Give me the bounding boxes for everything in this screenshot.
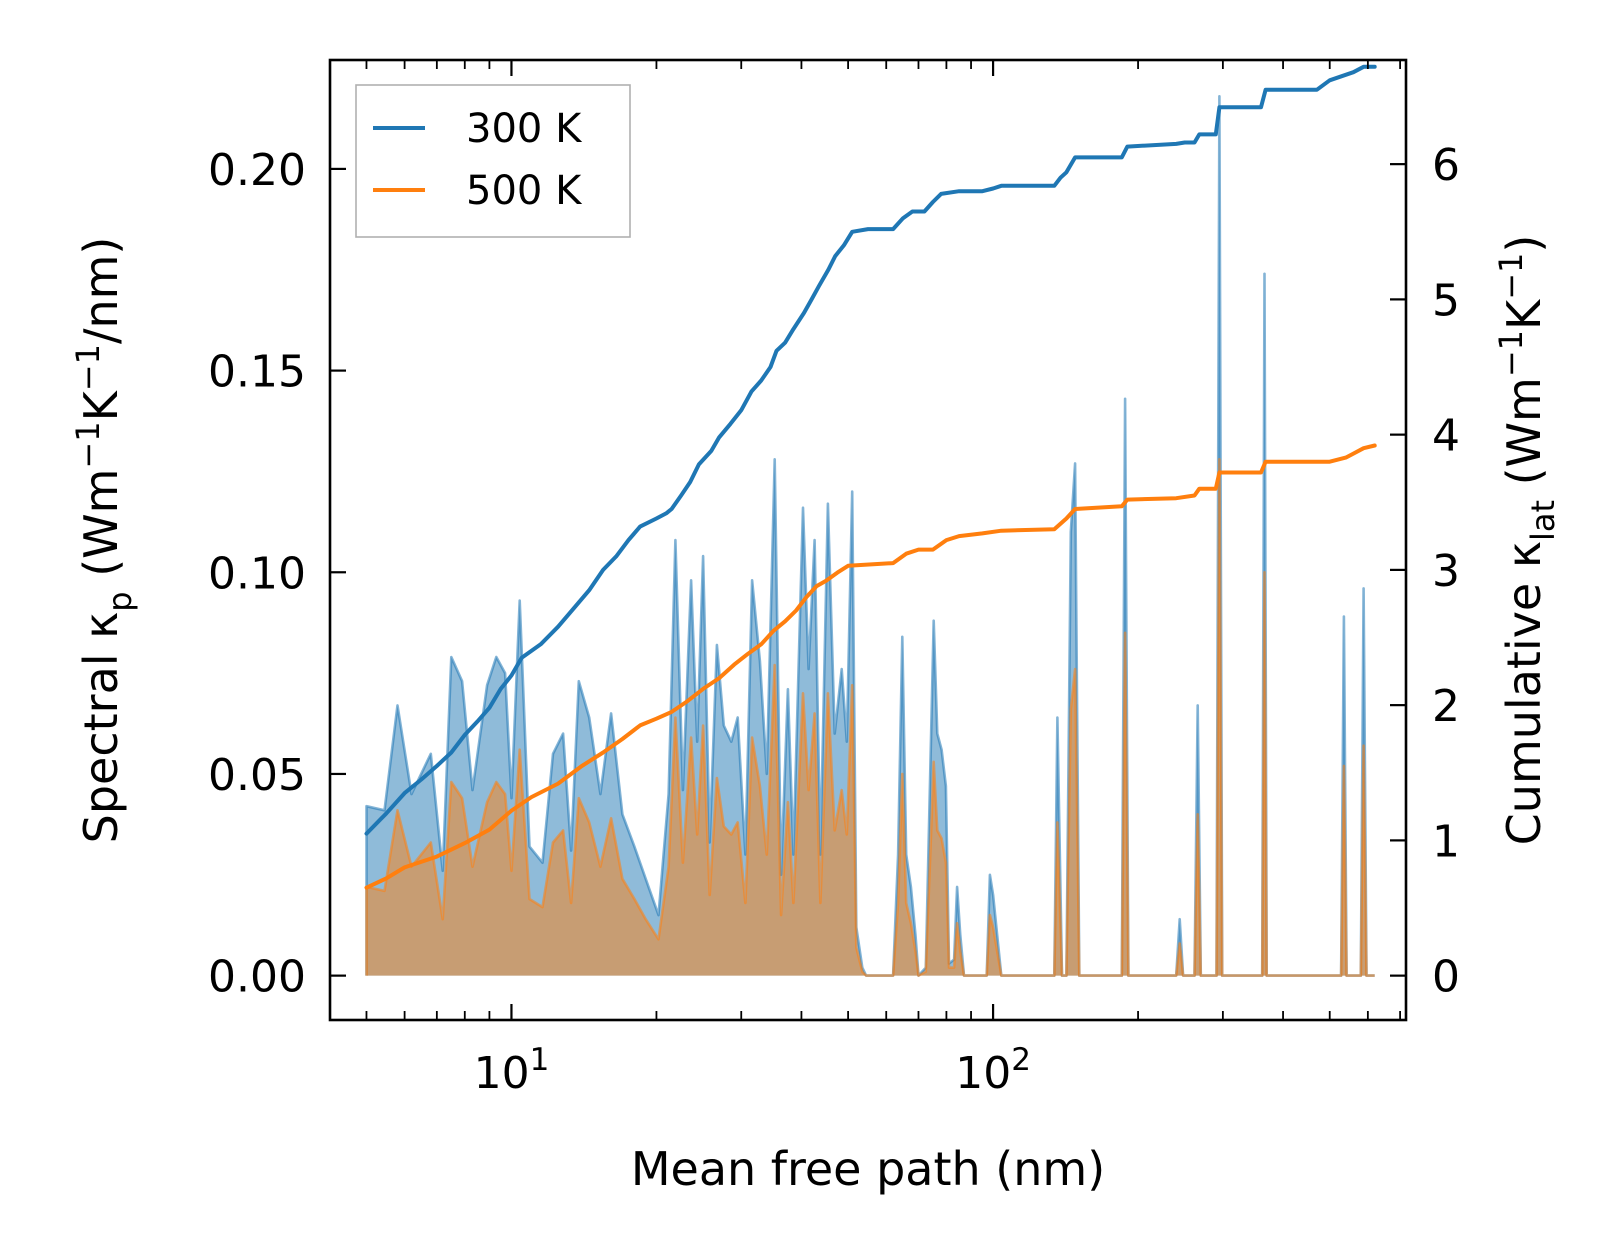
y-tick-label-left: 0.20 bbox=[208, 145, 306, 196]
y-tick-label-left: 0.15 bbox=[208, 347, 306, 398]
500-k-cumulative-line bbox=[364, 443, 1377, 890]
legend-label-500k: 500 K bbox=[466, 168, 583, 214]
x-tick-label: 101 bbox=[474, 1042, 550, 1099]
legend-box bbox=[355, 84, 631, 238]
500-k-spectral-area bbox=[366, 459, 1375, 976]
y-tick-label-right: 0 bbox=[1432, 952, 1460, 1003]
plot-frame bbox=[328, 58, 1408, 1022]
cumulative-lines bbox=[364, 64, 1377, 890]
x-axis-label: Mean free path (nm) bbox=[631, 1142, 1105, 1196]
y-axis-label-left: Spectral κp (Wm−1K−1/nm) bbox=[69, 237, 139, 844]
x-tick-label: 102 bbox=[955, 1042, 1031, 1099]
y-tick-label-right: 4 bbox=[1432, 411, 1460, 462]
y-tick-label-right: 3 bbox=[1432, 546, 1460, 597]
500-k-spectral-outline bbox=[365, 457, 1375, 977]
y-axis-label-right: Cumulative κlat (Wm−1K−1) bbox=[1492, 235, 1562, 846]
y-tick-label-left: 0.05 bbox=[208, 750, 306, 801]
300-k-cumulative-line bbox=[364, 64, 1377, 836]
y-tick-label-right: 5 bbox=[1432, 275, 1460, 326]
y-tick-label-right: 6 bbox=[1432, 140, 1460, 191]
y-tick-label-left: 0.00 bbox=[208, 952, 306, 1003]
axis-ticks: 0.00 0.05 0.10 0.15 0.20 0 1 2 3 4 5 6 101 102 bbox=[208, 60, 1460, 1099]
legend: 300 K 500 K bbox=[355, 84, 631, 238]
legend-label-300k: 300 K bbox=[466, 106, 583, 152]
y-tick-label-right: 2 bbox=[1432, 681, 1460, 732]
y-tick-label-left: 0.10 bbox=[208, 548, 306, 599]
y-tick-label-right: 1 bbox=[1432, 816, 1460, 867]
spectral-fills bbox=[365, 95, 1375, 977]
